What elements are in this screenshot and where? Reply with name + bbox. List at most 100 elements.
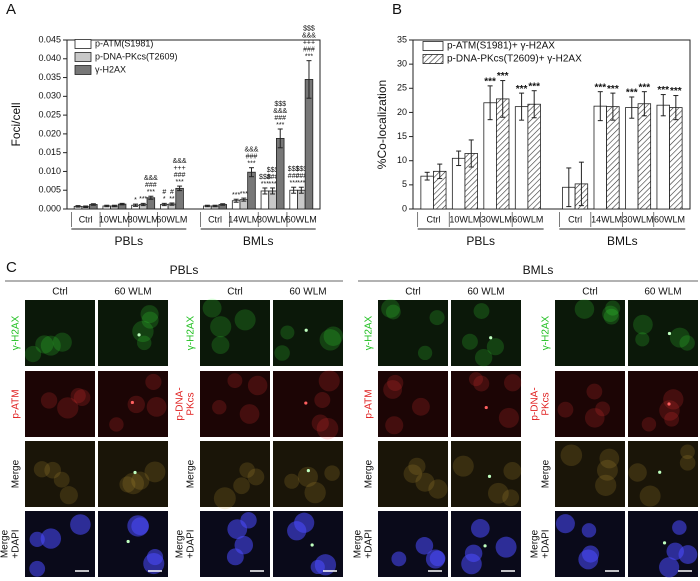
bar <box>669 107 683 210</box>
cell <box>428 479 448 499</box>
significance-label: *** <box>232 192 240 199</box>
micrograph <box>25 441 95 507</box>
significance-label: *** <box>639 82 651 93</box>
legend-swatch <box>422 41 444 51</box>
y-tick-label: 10 <box>397 155 407 165</box>
significance-label: &&& <box>144 175 158 182</box>
focus <box>489 336 493 340</box>
cell <box>383 380 403 399</box>
cell <box>461 333 478 350</box>
micrograph <box>200 441 270 507</box>
significance-label: *** <box>247 161 255 168</box>
cell <box>599 448 620 469</box>
error-bar <box>212 204 218 208</box>
error-bar <box>673 95 679 121</box>
cell <box>669 327 690 348</box>
error-bar <box>487 85 493 121</box>
bar <box>420 175 434 210</box>
micrograph <box>98 371 168 437</box>
x-tick-label: Ctrl <box>79 214 93 224</box>
row-label: Merge <box>175 529 186 558</box>
cell <box>473 375 490 392</box>
row-label: +DAPI <box>186 529 197 558</box>
significance-label: *** <box>626 88 638 99</box>
bar <box>656 104 670 210</box>
cell <box>73 389 91 406</box>
error-bar <box>104 204 110 208</box>
cell <box>52 332 72 352</box>
cell <box>314 391 331 408</box>
x-tick-label: 60WLM <box>156 214 187 224</box>
focus <box>658 470 662 474</box>
cell <box>504 374 522 392</box>
cell <box>679 455 696 471</box>
cell <box>495 536 517 558</box>
cell <box>109 417 124 432</box>
row-label: γ-H2AX <box>11 315 22 350</box>
cell <box>132 320 154 343</box>
cell <box>557 401 574 418</box>
legend-label: p-ATM(S1981)+ γ-H2AX <box>447 41 555 52</box>
cell <box>119 476 136 493</box>
significance-label: *** <box>139 196 147 203</box>
x-tick-label: 60WLM <box>286 214 317 224</box>
y-tick-label: 5 <box>402 179 407 189</box>
significance-label: +++ <box>303 39 315 46</box>
significance-label: $$$ <box>303 25 315 32</box>
significance-label: ### <box>303 46 315 53</box>
cell <box>226 548 244 566</box>
bar <box>637 103 652 210</box>
significance-label: *** <box>297 180 305 187</box>
cell <box>145 373 162 391</box>
cell <box>560 444 583 467</box>
cell <box>487 482 509 504</box>
cell <box>324 465 340 481</box>
cell <box>473 303 490 319</box>
cell <box>323 326 344 346</box>
significance-label: *** <box>290 180 298 187</box>
cell <box>408 457 426 476</box>
x-tick-label: 30WLM <box>481 214 512 224</box>
row-label: Merge <box>186 459 197 488</box>
bar <box>175 187 184 210</box>
significance-label: +++ <box>173 165 185 172</box>
micrograph <box>378 371 448 437</box>
x-tick-label: 30WLM <box>623 214 654 224</box>
cell <box>227 373 243 389</box>
column-header: 60 WLM <box>289 287 326 298</box>
cell <box>628 463 647 482</box>
micrograph <box>451 441 521 507</box>
error-bar <box>578 161 584 207</box>
significance-label: *** <box>607 84 619 95</box>
cell <box>304 481 326 504</box>
row-label: p-ATM <box>364 389 375 418</box>
micrograph <box>628 441 698 507</box>
significance-label: ### <box>174 172 186 179</box>
x-tick-label: 14WLM <box>591 214 622 224</box>
x-tick-label: 60WLM <box>654 214 685 224</box>
error-bar <box>306 60 312 99</box>
column-header: 60 WLM <box>114 287 151 298</box>
cell <box>211 336 230 355</box>
significance-label: *** <box>516 84 528 95</box>
cell <box>595 401 611 417</box>
y-tick-label: 15 <box>397 131 407 141</box>
cell <box>425 549 445 569</box>
cell <box>233 477 250 495</box>
micrograph <box>378 300 448 366</box>
column-header: Ctrl <box>52 287 68 298</box>
significance-label: ### <box>295 173 307 180</box>
cell <box>639 485 661 507</box>
cell <box>391 551 407 567</box>
focus <box>487 474 492 478</box>
micrograph <box>628 371 698 437</box>
legend-label: p-DNA-PKcs(T2609)+ γ-H2AX <box>447 54 582 65</box>
cell <box>659 557 680 578</box>
significance-label: *** <box>484 77 496 88</box>
significance-label: *** <box>261 181 269 188</box>
significance-label: $$$ <box>267 167 279 174</box>
cell <box>582 545 600 563</box>
legend-swatch <box>422 54 444 64</box>
cell <box>57 397 79 419</box>
micrograph <box>451 300 521 366</box>
